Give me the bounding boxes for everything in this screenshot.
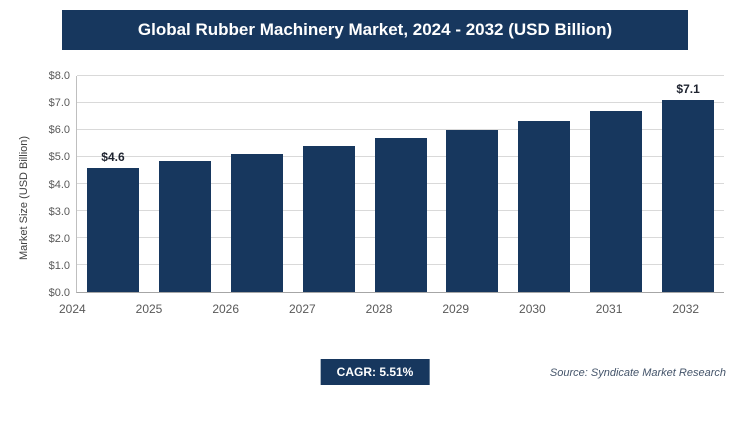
- bar-value-label: $7.1: [676, 82, 700, 97]
- y-tick-label: $1.0: [48, 259, 70, 272]
- bar-2032: [662, 100, 715, 292]
- y-axis: $0.0 $1.0 $2.0 $3.0 $4.0 $5.0 $6.0 $7.0 $8.0: [34, 70, 76, 299]
- bar-2027: [302, 146, 355, 292]
- source-text: Source: Syndicate Market Research: [549, 367, 726, 379]
- bar-2031: [590, 111, 643, 292]
- bar-slot-2028: [365, 76, 437, 292]
- chart-footer: CAGR: 5.51% Source: Syndicate Market Res…: [0, 319, 750, 399]
- x-tick-label-2027: 2027: [289, 302, 316, 316]
- bar-slot-2024: $4.6: [77, 76, 149, 292]
- bar-slot-2029: [436, 76, 508, 292]
- chart-title-banner: Global Rubber Machinery Market, 2024 - 2…: [62, 10, 688, 50]
- y-tick-label: $8.0: [48, 70, 70, 82]
- bar-slot-2025: [149, 76, 221, 292]
- y-tick-label: $3.0: [48, 205, 70, 218]
- x-tick-label-2031: 2031: [595, 302, 623, 316]
- gridline: [77, 102, 724, 103]
- bar-slot-2027: [293, 76, 365, 292]
- x-tick-label-2030: 2030: [519, 302, 546, 316]
- bar-2025: [158, 161, 211, 292]
- y-tick-label: $2.0: [48, 232, 70, 245]
- bar-chart: Market Size (USD Billion) $0.0 $1.0 $2.0 $3…: [14, 70, 724, 319]
- bar-2026: [230, 153, 283, 292]
- bar-slot-2031: [580, 76, 652, 292]
- cagr-badge: CAGR: 5.51%: [320, 359, 430, 385]
- y-tick-label: $5.0: [48, 151, 70, 164]
- y-tick-label: $4.0: [48, 178, 70, 191]
- gridline: [77, 129, 724, 130]
- x-axis: 2024 2025 2026 2027 2028 2029 2030 2031 2032: [34, 293, 724, 316]
- plot-area: $4.6 $7.1: [76, 75, 724, 293]
- bar-slot-2030: [508, 76, 580, 292]
- bar-slot-2032: $7.1: [652, 76, 724, 292]
- y-axis-title: Market Size (USD Billion): [18, 135, 30, 260]
- x-tick-label-2032: 2032: [672, 302, 700, 316]
- x-tick-label-2029: 2029: [442, 302, 470, 316]
- gridline: [77, 75, 724, 76]
- bar-2024: [86, 167, 139, 292]
- x-tick-label-2026: 2026: [212, 302, 240, 316]
- chart-title: Global Rubber Machinery Market, 2024 - 2…: [137, 20, 613, 39]
- bar-2030: [518, 120, 571, 292]
- bar-value-label: $4.6: [101, 149, 125, 164]
- bar-2028: [374, 138, 427, 292]
- bar-2029: [446, 130, 499, 292]
- bar-slot-2026: [221, 76, 293, 292]
- y-tick-label: $7.0: [48, 97, 70, 110]
- x-tick-label-2024: 2024: [58, 302, 86, 316]
- x-tick-label-2025: 2025: [135, 302, 163, 316]
- plot-area-wrapper: $0.0 $1.0 $2.0 $3.0 $4.0 $5.0 $6.0 $7.0 $8.0 $4.…: [34, 70, 724, 319]
- x-tick-label-2028: 2028: [365, 302, 393, 316]
- y-tick-label: $6.0: [48, 124, 70, 137]
- y-tick-label: $0.0: [48, 287, 70, 299]
- bars-group: $4.6 $7.1: [77, 76, 724, 292]
